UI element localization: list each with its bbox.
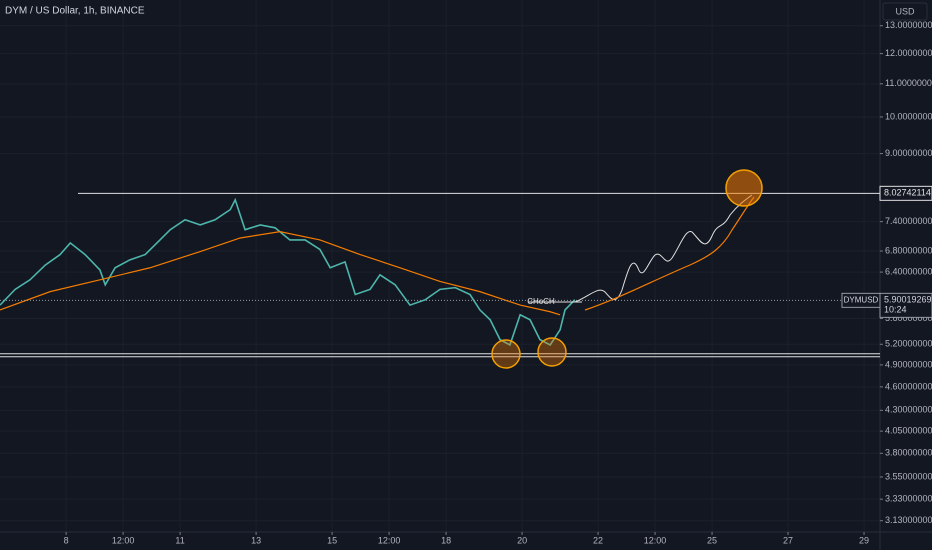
x-tick-label: 18 (441, 535, 451, 545)
projection-sketch (574, 194, 753, 303)
y-tick-label: 13.00000000 (885, 20, 932, 30)
x-tick-label: 13 (251, 535, 261, 545)
x-tick-label: 20 (517, 535, 527, 545)
y-tick-label: 3.80000000 (885, 448, 932, 458)
x-tick-label: 8 (64, 535, 69, 545)
y-tick-label: 3.55000000 (885, 471, 932, 481)
x-tick-label: 25 (707, 535, 717, 545)
x-tick-label: 22 (593, 535, 603, 545)
y-tick-label: 4.60000000 (885, 381, 932, 391)
x-tick-label: 29 (859, 535, 869, 545)
x-tick-label: 27 (783, 535, 793, 545)
y-tick-label: 9.00000000 (885, 148, 932, 158)
bottom-circle (491, 339, 521, 369)
price-box (879, 292, 932, 318)
y-tick-label: 5.60000000 (885, 313, 932, 323)
bottom-circle (537, 337, 567, 367)
y-tick-label: 3.33000000 (885, 494, 932, 504)
y-tick-label: 4.05000000 (885, 426, 932, 436)
level-label-box (879, 185, 932, 201)
series-line (0, 231, 561, 316)
x-tick-label: 12:00 (378, 535, 401, 545)
y-tick-label: 3.13000000 (885, 515, 932, 525)
currency-box[interactable] (882, 2, 928, 21)
y-tick-label: 5.20000000 (885, 339, 932, 349)
y-tick-label: 11.00000000 (885, 78, 932, 88)
countdown-label: 10:24 (884, 305, 907, 315)
x-tick-label: 11 (175, 535, 184, 545)
x-tick-label: 12:00 (112, 535, 135, 545)
plot (0, 192, 880, 358)
choch-label: CHoCH (527, 297, 555, 306)
target-circle (725, 169, 763, 207)
y-tick-label: 6.80000000 (885, 245, 932, 255)
series-line (0, 197, 576, 347)
y-tick-label: 7.40000000 (885, 216, 932, 226)
x-tick-label: 12:00 (644, 535, 667, 545)
level-label: 8.02742114 (884, 188, 931, 198)
x-tick-label: 15 (327, 535, 337, 545)
symbol-label: DYMUSD (844, 295, 879, 304)
grid (0, 0, 880, 532)
y-tick-label: 10.00000000 (885, 111, 932, 121)
chart-title: DYM / US Dollar, 1h, BINANCE (5, 6, 145, 17)
y-tick-label: 6.40000000 (885, 266, 932, 276)
price-label: 5.90019269 (884, 295, 932, 305)
currency-label: USD (895, 6, 915, 16)
projection-ma (584, 196, 755, 311)
y-tick-label: 4.90000000 (885, 359, 932, 369)
y-tick-label: 12.00000000 (885, 48, 932, 58)
y-tick-label: 4.30000000 (885, 405, 932, 415)
